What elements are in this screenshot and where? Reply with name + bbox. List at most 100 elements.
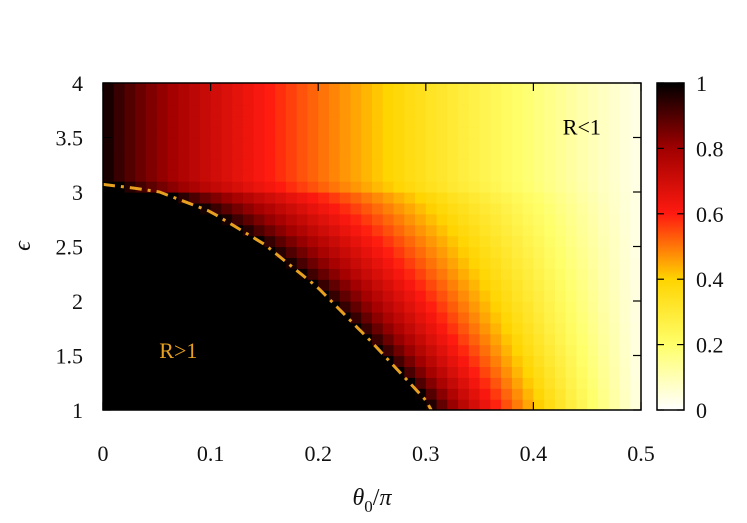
heatmap-cell [597,246,610,258]
heatmap-cell [533,83,545,95]
heatmap-cell [210,290,222,302]
heatmap-cell [554,301,567,313]
heatmap-cell [285,170,298,182]
heatmap-cell [210,301,222,313]
heatmap-cell [264,93,276,106]
heatmap-cell [275,246,287,258]
heatmap-cell [458,246,470,258]
heatmap-cell [533,377,545,389]
heatmap-cell [544,344,556,357]
heatmap-cell [178,148,190,160]
heatmap-cell [296,290,309,302]
heatmap-cell [232,115,244,128]
heatmap-cell [501,333,513,346]
heatmap-cell [242,344,255,357]
heatmap-cell [178,257,190,269]
heatmap-cell [608,399,621,410]
heatmap-cell [404,246,416,258]
heatmap-cell [167,104,179,117]
heatmap-cell [178,290,190,302]
heatmap-cell [318,126,330,139]
heatmap-cell [167,366,179,378]
heatmap-cell [468,224,481,237]
heatmap-cell [350,170,362,182]
colorbar-tick-label: 0 [696,398,707,423]
heatmap-cell [275,388,287,400]
heatmap-cell [468,104,481,117]
heatmap-cell [328,257,341,269]
heatmap-cell [339,126,352,139]
heatmap-cell [285,202,298,215]
heatmap-cell [630,377,641,389]
heatmap-cell [210,181,222,193]
heatmap-cell [565,181,578,193]
heatmap-cell [135,399,147,410]
heatmap-cell [318,137,330,149]
heatmap-cell [242,322,255,335]
heatmap-cell [318,322,330,335]
heatmap-cell [339,366,352,378]
heatmap-cell [264,181,276,193]
heatmap-cell [522,246,534,258]
heatmap-cell [372,192,384,204]
heatmap-cell [199,399,212,410]
heatmap-cell [372,137,384,149]
heatmap-cell [135,93,147,106]
heatmap-cell [544,170,556,182]
heatmap-cell [393,355,405,367]
heatmap-cell [619,399,631,410]
heatmap-cell [167,279,179,291]
heatmap-cell [307,181,319,193]
heatmap-cell [242,311,255,324]
heatmap-cell [468,137,481,149]
heatmap-cell [447,181,459,193]
heatmap-cell [156,126,169,139]
heatmap-cell [339,268,352,280]
heatmap-cell [328,301,341,313]
heatmap-cell [608,148,621,160]
heatmap-cell [103,366,115,378]
heatmap-cell [167,246,179,258]
heatmap-cell [113,170,126,182]
heatmap-cell [522,399,534,410]
heatmap-cell [135,83,147,95]
heatmap-cell [135,246,147,258]
heatmap-cell [124,159,136,171]
heatmap-cell [479,311,491,324]
heatmap-cell [156,377,169,389]
heatmap-cell [232,246,244,258]
heatmap-cell [447,311,459,324]
heatmap-cell [587,366,599,378]
colorbar-tick-label: 0.4 [696,267,724,292]
heatmap-cell [533,257,545,269]
heatmap-cell [597,213,610,226]
heatmap-cell [490,115,502,128]
heatmap-cell [296,192,309,204]
heatmap-cell [608,235,621,248]
heatmap-cell [232,279,244,291]
heatmap-cell [404,388,416,400]
heatmap-cell [490,181,502,193]
heatmap-cell [275,399,287,410]
heatmap-cell [501,388,513,400]
heatmap-cell [135,388,147,400]
heatmap-cell [350,279,362,291]
heatmap-cell [458,366,470,378]
heatmap-cell [275,93,287,106]
heatmap-cell [210,83,222,95]
heatmap-cell [533,322,545,335]
heatmap-cell [189,213,201,226]
heatmap-cell [156,159,169,171]
heatmap-cell [619,311,631,324]
heatmap-cell [339,181,352,193]
heatmap-cell [232,344,244,357]
heatmap-cell [619,137,631,149]
heatmap-cell [565,333,578,346]
heatmap-cell [103,257,115,269]
heatmap-cell [372,355,384,367]
heatmap-cell [135,192,147,204]
heatmap-cell [404,213,416,226]
heatmap-cell [511,366,524,378]
heatmap-cell [146,192,158,204]
heatmap-cell [232,170,244,182]
